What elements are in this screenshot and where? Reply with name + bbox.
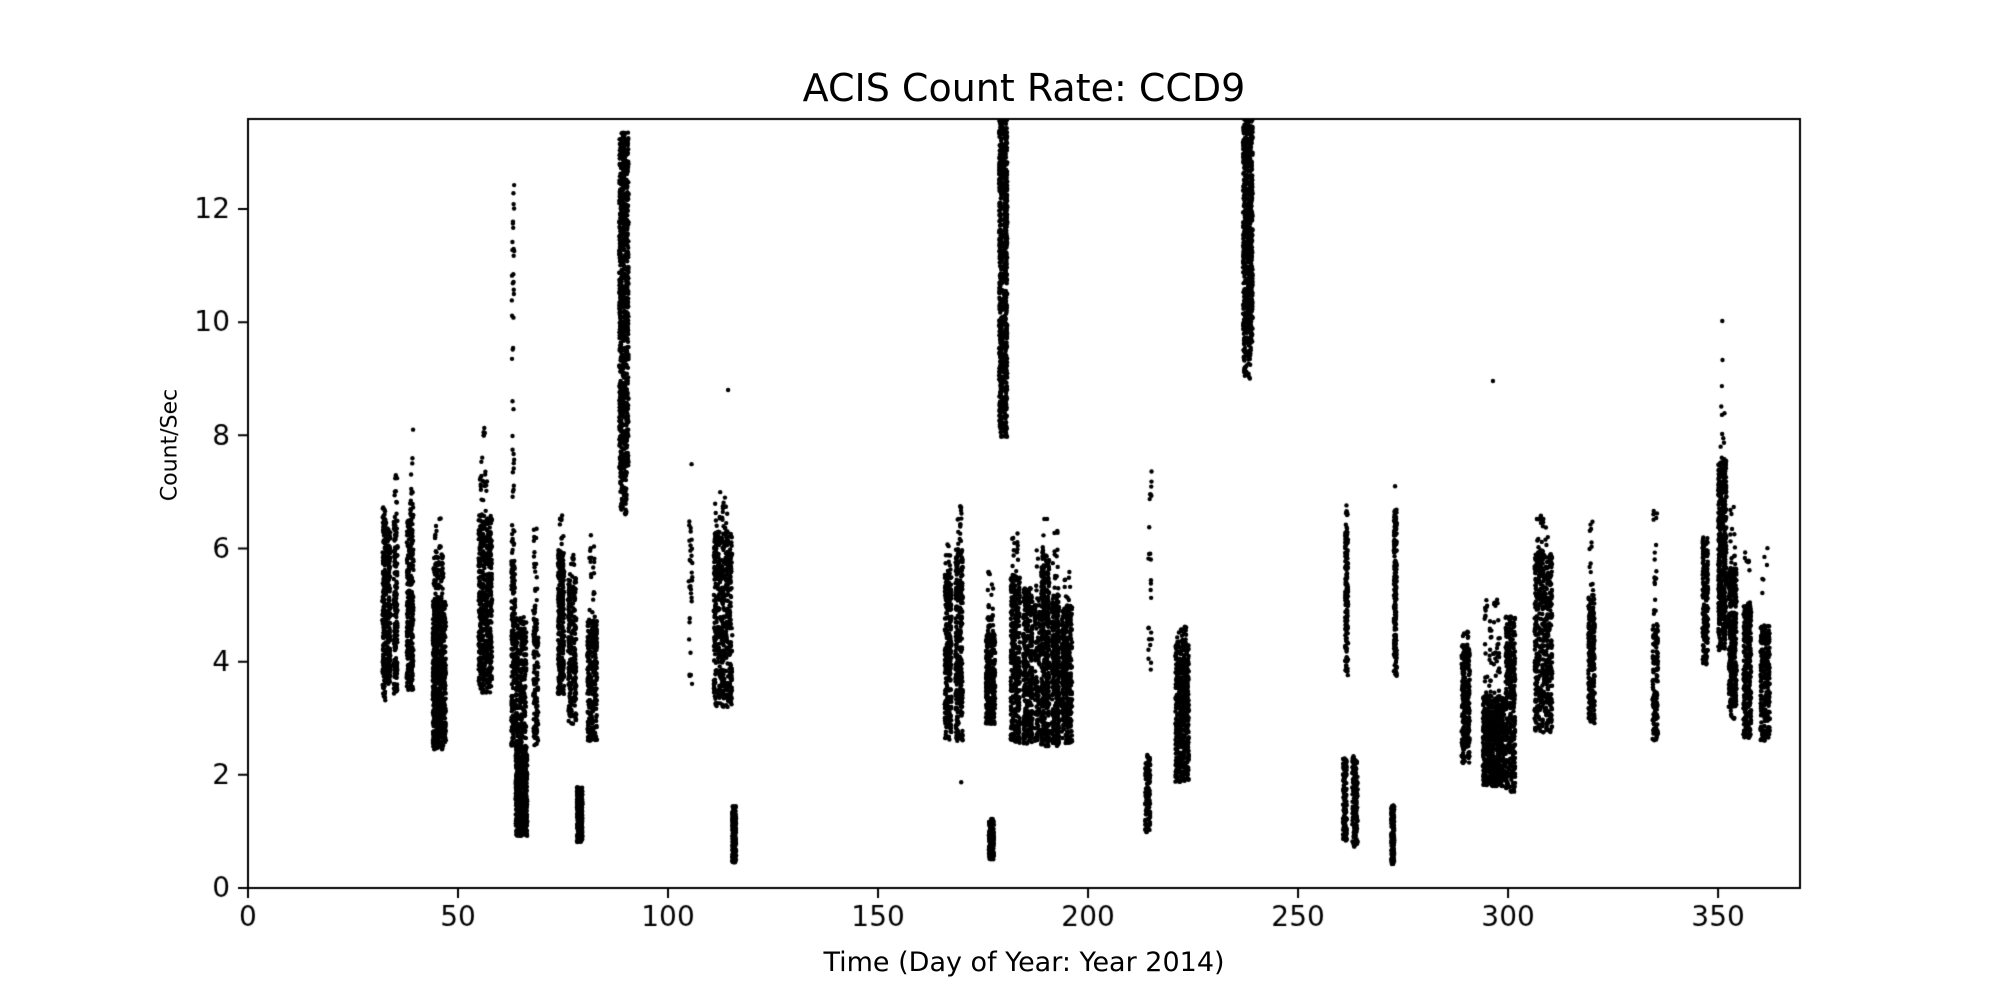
y-axis-label: Count/Sec [157, 388, 183, 502]
chart-title: ACIS Count Rate: CCD9 [802, 66, 1246, 110]
x-axis-label: Time (Day of Year: Year 2014) [823, 947, 1225, 978]
